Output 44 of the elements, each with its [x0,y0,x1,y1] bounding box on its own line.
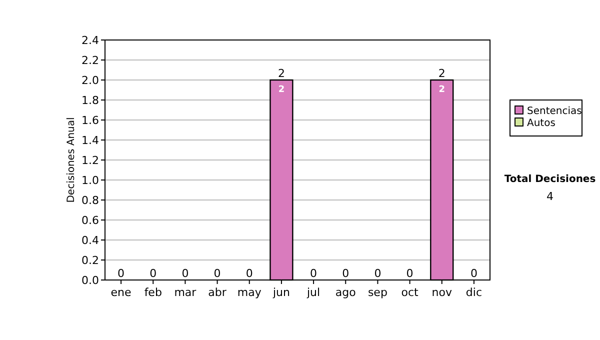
x-tick-label: feb [144,286,162,299]
x-tick-label: abr [208,286,227,299]
total-label: 0 [406,267,414,280]
y-tick-label: 2.4 [82,34,99,47]
y-tick-label: 0.2 [82,254,99,267]
y-tick-label: 0.6 [82,214,99,227]
y-tick-label: 1.6 [82,114,99,127]
x-tick-label: may [237,286,262,299]
total-label: 0 [246,267,253,280]
x-tick-label: mar [174,286,197,299]
total-label: 0 [118,267,125,280]
x-tick-label: oct [401,286,420,299]
y-tick-label: 0.8 [82,194,99,207]
data-label: 2 [278,85,285,95]
y-tick-label: 1.0 [82,174,99,187]
total-label: 0 [214,267,221,280]
y-tick-label: 2.0 [82,74,99,87]
total-label: 0 [374,267,382,280]
y-tick-label: 2.2 [82,54,99,67]
y-tick-label: 1.4 [82,134,99,147]
total-label: 2 [438,67,446,80]
data-label: 2 [438,85,446,95]
total-label: 0 [470,267,478,280]
text: Total Decisiones [504,174,596,185]
x-tick-label: ago [335,286,356,299]
y-tick-label: 0.4 [82,234,99,247]
x-tick-label: sep [368,286,388,299]
text: 4 [546,190,554,203]
x-tick-label: nov [432,286,452,299]
x-tick-label: jul [306,286,320,299]
y-tick-label: 1.8 [82,94,99,107]
total-label: 0 [182,267,189,280]
total-label: 0 [342,267,350,280]
y-tick-label: 0.0 [82,274,99,287]
y-tick-label: 1.2 [82,154,99,167]
legend-label: Autos [527,118,556,129]
total-label: 0 [310,267,318,280]
total-label: 0 [150,267,157,280]
y-axis-title: Decisiones Anual [66,117,77,203]
total-label: 2 [278,67,285,80]
x-tick-label: ene [110,286,132,299]
x-tick-label: jun [272,286,290,299]
legend-label: Sentencias [527,106,582,117]
x-tick-label: dic [466,286,482,299]
